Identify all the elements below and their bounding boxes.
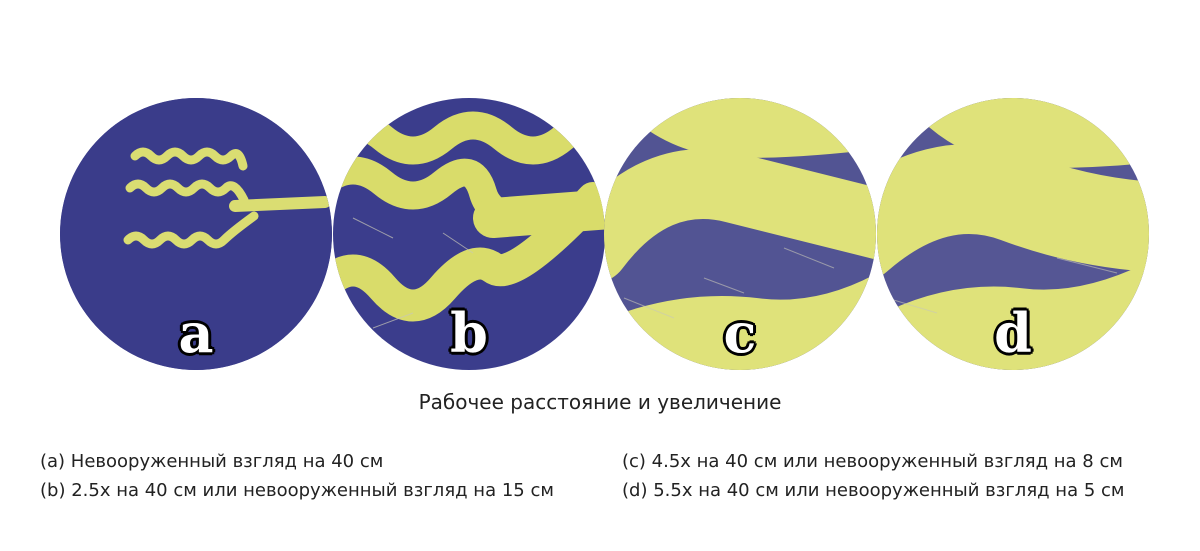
- panel-a: a: [60, 98, 332, 370]
- panel-b-letter: b: [450, 301, 488, 365]
- panel-c-image: [604, 98, 876, 370]
- legend-left: (a) Невооруженный взгляд на 40 см (b) 2.…: [40, 447, 554, 505]
- panel-d-image: [877, 98, 1149, 370]
- figure-caption-title: Рабочее расстояние и увеличение: [418, 390, 782, 414]
- legend-item-b: (b) 2.5x на 40 см или невооруженный взгл…: [40, 480, 554, 501]
- legend-item-c: (c) 4.5x на 40 см или невооруженный взгл…: [622, 451, 1123, 472]
- panel-b-image: [333, 98, 605, 370]
- panel-d: d: [877, 98, 1149, 370]
- panel-b: b: [333, 98, 605, 370]
- panel-c: c: [604, 98, 876, 370]
- panel-a-letter: a: [178, 301, 214, 365]
- legend-item-a: (a) Невооруженный взгляд на 40 см: [40, 451, 384, 472]
- panel-d-letter: d: [994, 301, 1032, 365]
- panel-a-image: [60, 98, 332, 370]
- panel-c-letter: c: [723, 301, 757, 365]
- magnification-figure: a b: [0, 98, 1200, 370]
- legend-right: (c) 4.5x на 40 см или невооруженный взгл…: [622, 447, 1124, 505]
- legend-item-d: (d) 5.5x на 40 см или невооруженный взгл…: [622, 480, 1125, 501]
